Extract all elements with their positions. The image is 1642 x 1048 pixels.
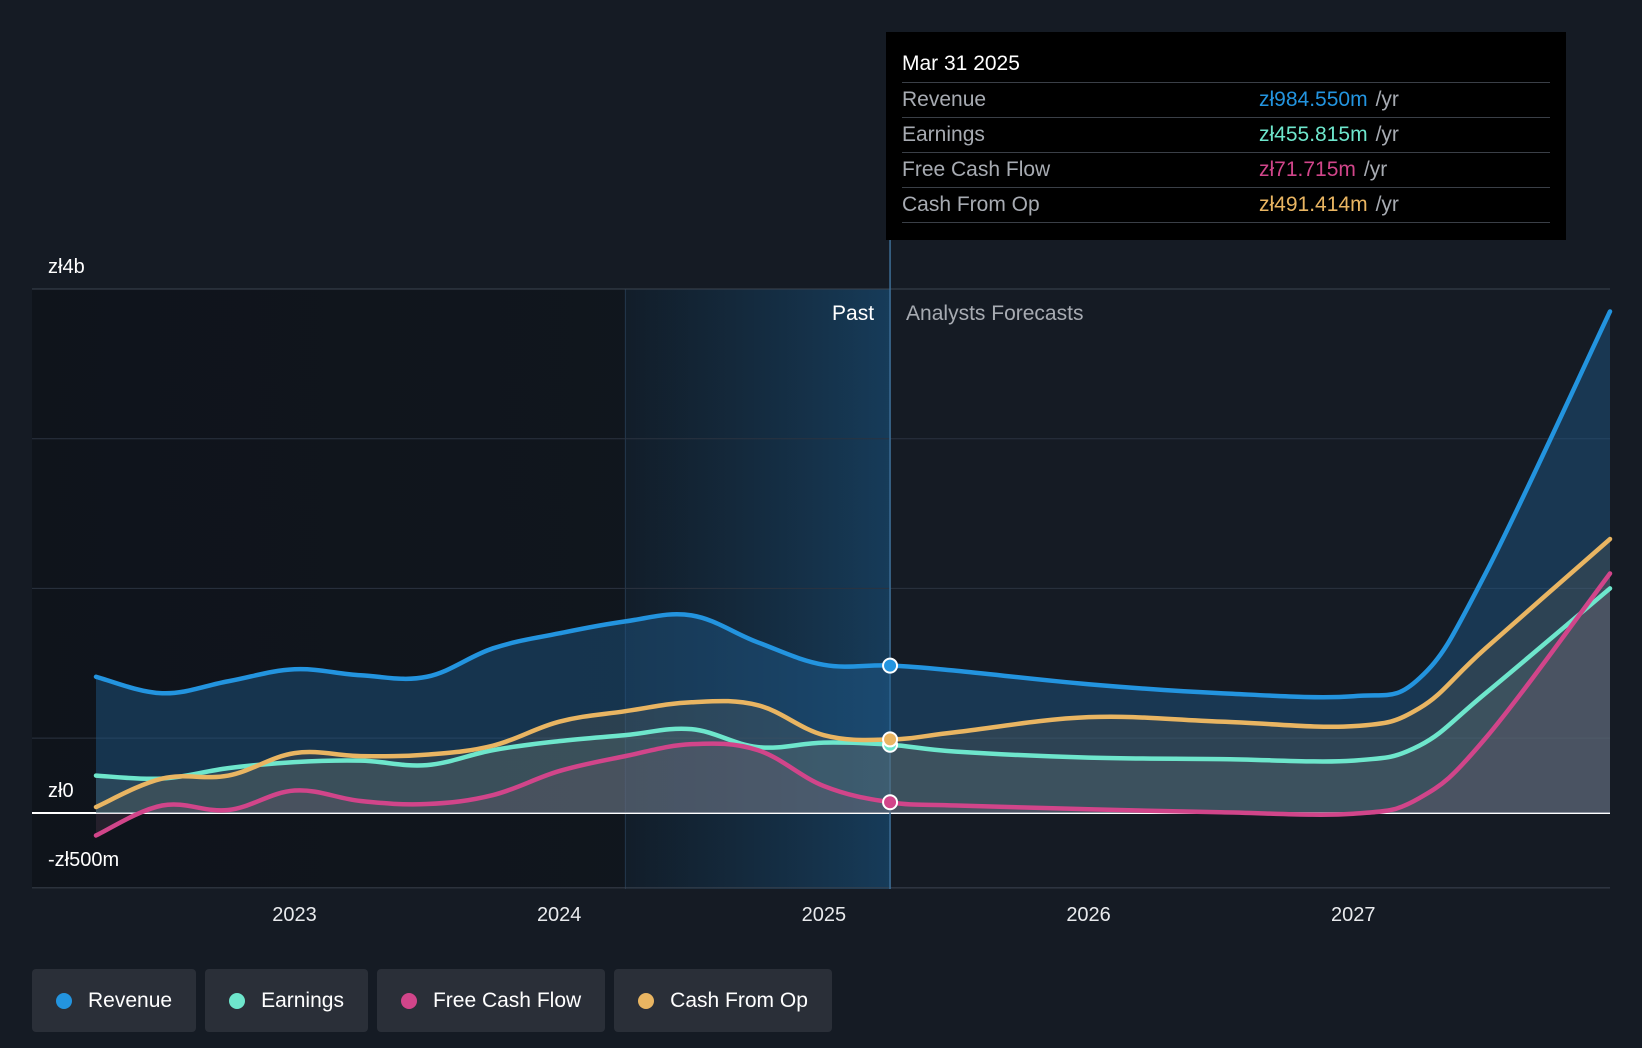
legend-label-earnings: Earnings xyxy=(261,988,344,1012)
legend-label-revenue: Revenue xyxy=(88,988,173,1012)
earnings-line xyxy=(93,586,1613,782)
tooltip-value-revenue: zł984.550m xyxy=(1259,88,1368,111)
cash-from-op-marker xyxy=(882,731,899,748)
legend-item-free-cash-flow[interactable]: Free Cash Flow xyxy=(376,969,606,1032)
legend-dot-icon xyxy=(229,992,246,1009)
legend-dot-icon xyxy=(400,992,417,1009)
tooltip-name-free-cash-flow: Free Cash Flow xyxy=(902,158,1051,181)
legend-label-cash-from-op: Cash From Op xyxy=(670,988,808,1012)
revenue-area xyxy=(96,311,1610,813)
tooltip-row-earnings: Earnings zł455.815m /yr xyxy=(902,117,1550,152)
legend-label-free-cash-flow: Free Cash Flow xyxy=(432,988,582,1012)
y-axis-label: zł4b xyxy=(48,256,85,278)
forecast-label: Analysts Forecasts xyxy=(906,302,1083,325)
tooltip-row-free-cash-flow: Free Cash Flow zł71.715m /yr xyxy=(902,152,1550,187)
revenue-line xyxy=(93,309,1613,700)
legend-item-cash-from-op[interactable]: Cash From Op xyxy=(614,969,832,1032)
legend-dot-icon xyxy=(56,992,72,1009)
earnings-area xyxy=(96,588,1610,813)
x-tick-label: 2026 xyxy=(1066,904,1111,926)
cash-from-op-area xyxy=(96,539,1610,813)
free-cash-flow-area xyxy=(96,573,1610,836)
tooltip-unit-cash-from-op: /yr xyxy=(1375,193,1399,216)
tooltip-name-cash-from-op: Cash From Op xyxy=(902,193,1040,216)
tooltip-panel: Mar 31 2025 Revenue zł984.550m /yr Earni… xyxy=(886,32,1566,240)
legend-item-earnings[interactable]: Earnings xyxy=(205,969,368,1032)
free-cash-flow-line xyxy=(93,571,1613,838)
tooltip-value-cash-from-op: zł491.414m xyxy=(1259,193,1368,216)
legend-item-revenue[interactable]: Revenue xyxy=(32,969,197,1032)
tooltip-unit-earnings: /yr xyxy=(1375,123,1399,146)
tooltip-value-free-cash-flow: zł71.715m xyxy=(1259,158,1356,181)
free-cash-flow-marker xyxy=(882,794,899,811)
legend: Revenue Earnings Free Cash Flow Cash Fro… xyxy=(32,969,832,1032)
tooltip-name-revenue: Revenue xyxy=(902,88,987,111)
x-tick-label: 2023 xyxy=(272,904,317,926)
tooltip-name-earnings: Earnings xyxy=(902,123,985,146)
tooltip-value-earnings: zł455.815m xyxy=(1259,123,1368,146)
past-highlight-region xyxy=(625,289,891,889)
tooltip-row-cash-from-op: Cash From Op zł491.414m /yr xyxy=(902,187,1550,223)
y-axis-label: zł0 xyxy=(48,780,74,802)
x-tick-label: 2027 xyxy=(1331,904,1376,926)
revenue-marker xyxy=(882,657,899,674)
tooltip-unit-revenue: /yr xyxy=(1375,88,1399,111)
x-tick-label: 2024 xyxy=(537,904,582,926)
tooltip-unit-free-cash-flow: /yr xyxy=(1363,158,1388,181)
y-axis-label: -zł500m xyxy=(48,849,119,871)
legend-dot-icon xyxy=(638,992,655,1009)
tooltip-date: Mar 31 2025 xyxy=(902,52,1020,75)
cash-from-op-line xyxy=(93,536,1613,810)
tooltip-row-revenue: Revenue zł984.550m /yr xyxy=(902,82,1550,117)
x-tick-label: 2025 xyxy=(802,904,847,926)
past-label: Past xyxy=(832,302,874,325)
